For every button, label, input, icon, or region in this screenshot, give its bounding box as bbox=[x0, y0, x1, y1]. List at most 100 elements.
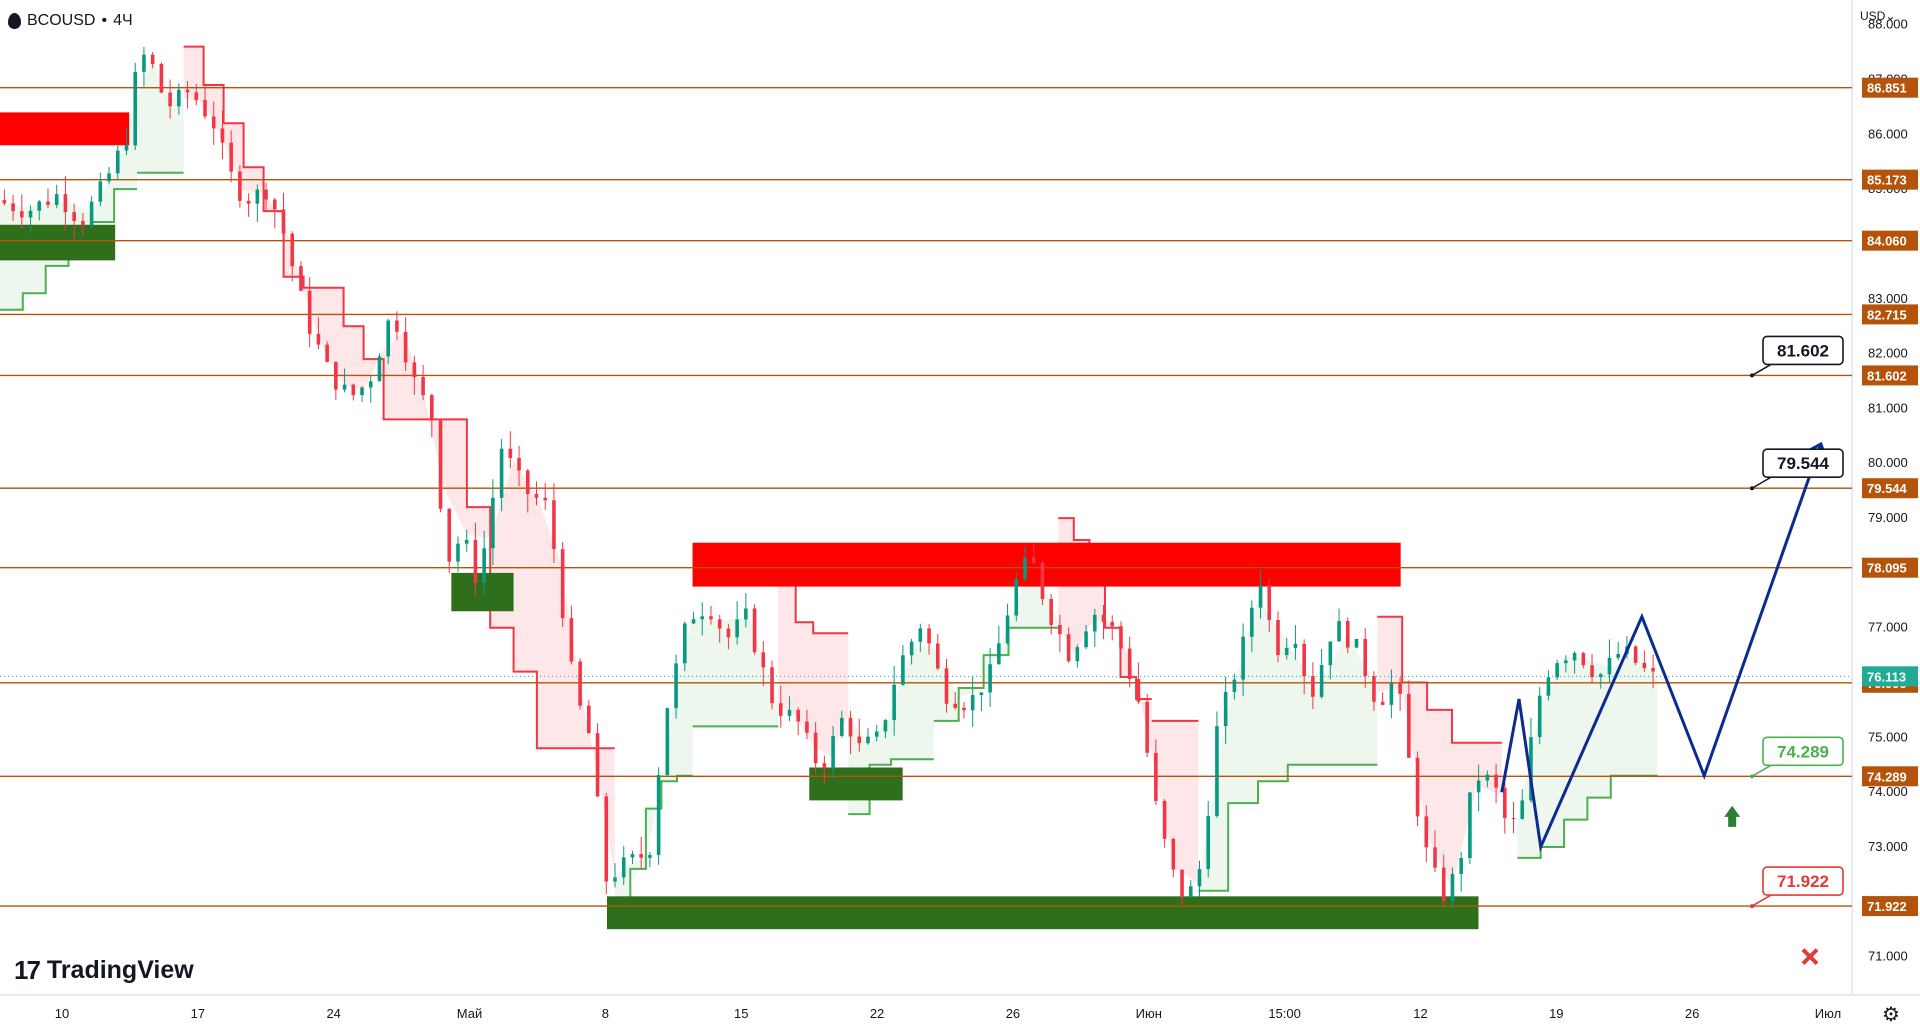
candle-body bbox=[665, 708, 670, 776]
candle-188 bbox=[1642, 650, 1647, 672]
candle-body bbox=[194, 92, 199, 100]
candle-82 bbox=[717, 614, 722, 643]
candle-body bbox=[272, 199, 277, 210]
candle-body bbox=[28, 210, 33, 218]
candle-47 bbox=[412, 355, 417, 395]
candle-78 bbox=[682, 621, 687, 672]
candle-body bbox=[1241, 636, 1245, 680]
candle-113 bbox=[988, 647, 992, 707]
tradingview-logo[interactable]: 17 TradingView bbox=[14, 955, 194, 986]
candle-140 bbox=[1223, 676, 1228, 744]
symbol-header[interactable]: BCOUSD • 4Ч bbox=[8, 9, 133, 33]
candle-body bbox=[901, 655, 905, 685]
currency-selector[interactable]: USD⌄ bbox=[1860, 9, 1895, 23]
candle-156 bbox=[1363, 628, 1368, 688]
candle-body bbox=[970, 695, 975, 711]
candle-body bbox=[1180, 869, 1184, 898]
candle-body bbox=[11, 203, 15, 212]
candle-body bbox=[726, 628, 731, 638]
candle-92 bbox=[805, 709, 809, 740]
time-tick-6: 22 bbox=[870, 1006, 884, 1021]
candle-100 bbox=[874, 724, 879, 742]
candle-142 bbox=[1241, 623, 1245, 697]
callout-79.544: 79.544 bbox=[1750, 448, 1844, 491]
price-label-bg bbox=[1862, 557, 1918, 578]
candle-21 bbox=[185, 81, 190, 109]
candle-93 bbox=[813, 722, 818, 775]
candle-body bbox=[778, 703, 783, 716]
candle-161 bbox=[1407, 680, 1411, 759]
price-label-86.851: 86.851 bbox=[1862, 77, 1918, 98]
callout-71.922: 71.922 bbox=[1750, 866, 1844, 909]
candle-body bbox=[822, 763, 827, 769]
candle-body bbox=[735, 619, 739, 638]
candle-88 bbox=[770, 660, 774, 710]
candle-body bbox=[159, 64, 164, 93]
tradingview-logo-icon: 17 bbox=[14, 955, 41, 985]
candle-body bbox=[229, 142, 233, 172]
symbol-name: BCOUSD bbox=[27, 12, 96, 29]
candle-46 bbox=[403, 317, 408, 372]
candle-50 bbox=[438, 419, 443, 513]
candle-176 bbox=[1537, 687, 1542, 745]
candle-99 bbox=[866, 728, 870, 745]
supertrend-line-10 bbox=[1058, 517, 1152, 700]
candle-body bbox=[1075, 647, 1080, 662]
candle-6 bbox=[54, 184, 59, 209]
candle-body bbox=[1101, 614, 1106, 623]
candle-73 bbox=[639, 836, 643, 869]
candle-body bbox=[456, 543, 460, 562]
callout-box bbox=[1762, 866, 1844, 896]
candle-187 bbox=[1633, 645, 1638, 666]
candle-body bbox=[412, 362, 417, 378]
callout-box bbox=[1762, 448, 1844, 479]
candle-95 bbox=[831, 725, 835, 779]
candle-body bbox=[796, 709, 800, 722]
candle-171 bbox=[1494, 763, 1498, 804]
candle-115 bbox=[1005, 603, 1010, 645]
candle-body bbox=[1162, 801, 1167, 839]
candle-69 bbox=[604, 792, 609, 895]
candle-133 bbox=[1162, 799, 1167, 848]
candle-body bbox=[334, 361, 338, 390]
candle-body bbox=[569, 618, 574, 662]
candle-body bbox=[1258, 585, 1263, 608]
candle-138 bbox=[1206, 800, 1211, 878]
gear-icon[interactable]: ⚙ bbox=[1882, 1004, 1900, 1026]
candle-body bbox=[238, 171, 242, 201]
time-tick-13: Июл bbox=[1815, 1006, 1841, 1021]
price-label-81.602: 81.602 bbox=[1862, 365, 1918, 386]
candle-body bbox=[525, 470, 530, 494]
price-label-78.095: 78.095 bbox=[1862, 557, 1918, 578]
candle-body bbox=[63, 194, 68, 213]
candle-body bbox=[211, 116, 216, 129]
supertrend-line-9 bbox=[933, 626, 1059, 722]
candle-149 bbox=[1302, 639, 1306, 695]
time-tick-10: 12 bbox=[1413, 1006, 1427, 1021]
candle-70 bbox=[613, 863, 617, 888]
candle-48 bbox=[421, 364, 425, 401]
candle-145 bbox=[1267, 578, 1272, 633]
candle-body bbox=[1232, 679, 1237, 693]
current-price-bg bbox=[1862, 666, 1918, 687]
chevron-down-icon: ⌄ bbox=[1885, 9, 1896, 23]
candle-55 bbox=[482, 530, 486, 596]
candle-17 bbox=[150, 52, 155, 69]
candle-body bbox=[307, 290, 312, 334]
candle-body bbox=[1520, 800, 1525, 819]
candle-body bbox=[752, 608, 757, 653]
candle-3 bbox=[28, 205, 33, 233]
candle-body bbox=[255, 189, 260, 204]
candle-76 bbox=[665, 707, 670, 777]
candle-28 bbox=[246, 193, 251, 217]
candle-131 bbox=[1145, 693, 1149, 758]
callout-anchor bbox=[1750, 774, 1754, 779]
time-tick-1: 17 bbox=[191, 1006, 205, 1021]
candle-179 bbox=[1564, 655, 1568, 673]
candle-body bbox=[1503, 787, 1507, 819]
candle-body bbox=[1494, 774, 1498, 788]
candle-42 bbox=[368, 375, 373, 403]
candle-body bbox=[909, 641, 914, 656]
